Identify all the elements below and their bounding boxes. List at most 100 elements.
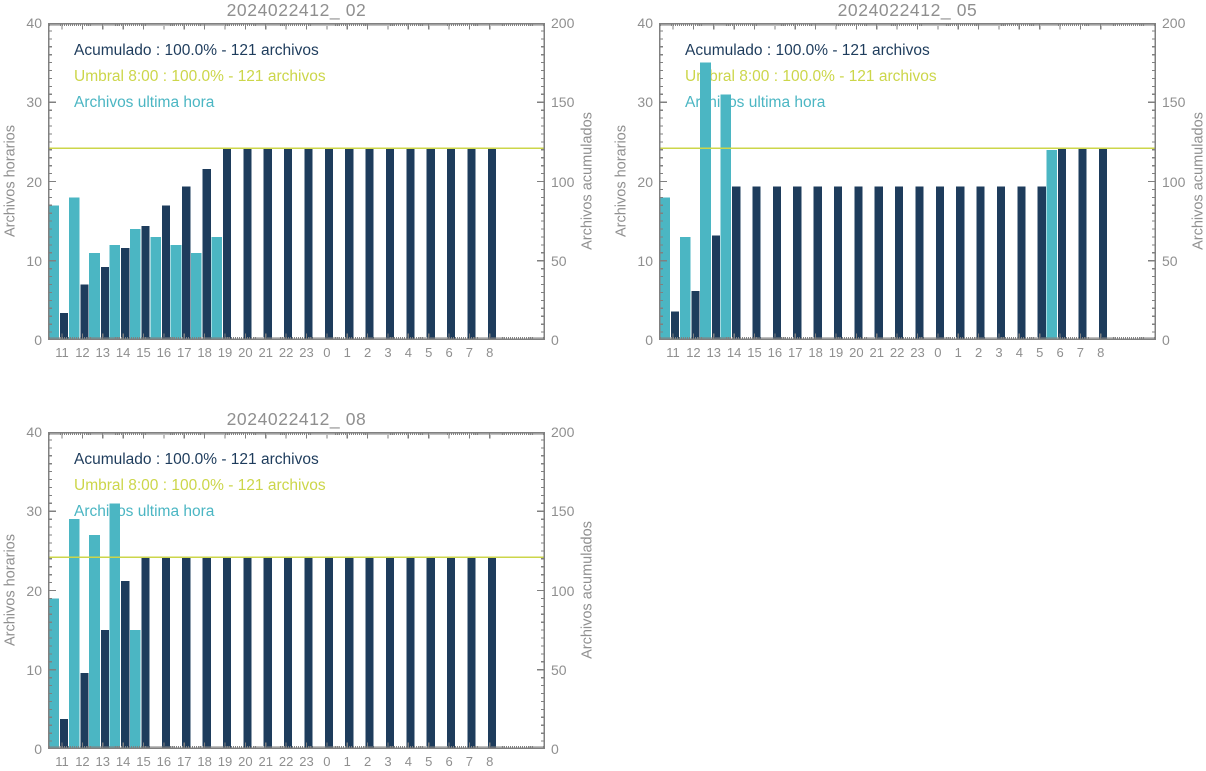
- x-tick-label: 0: [323, 754, 331, 769]
- legend-threshold: Umbral 8:00 : 100.0% - 121 archivos: [685, 68, 937, 85]
- bar-hourly: [109, 503, 121, 749]
- bar-accumulated: [365, 557, 374, 749]
- bar-accumulated: [161, 205, 171, 340]
- x-tick-label: 14: [726, 345, 742, 360]
- bar-accumulated: [915, 186, 924, 340]
- y-tick-label-right: 0: [551, 741, 559, 757]
- chart-panel-1: 2024022412_ 02 Acumulado : 100.0% - 121 …: [2, 0, 595, 360]
- bar-hourly: [700, 62, 711, 341]
- x-tick-label: 12: [75, 345, 90, 360]
- plot-frame: [47, 431, 546, 750]
- bar-accumulated: [487, 148, 496, 340]
- y-tick-label-right: 100: [551, 173, 575, 190]
- x-tick-label: 13: [706, 345, 722, 360]
- x-tick-label: 3: [995, 345, 1003, 360]
- x-tick-label: 7: [465, 345, 474, 360]
- bar-accumulated: [141, 557, 150, 749]
- x-tick-label: 22: [278, 754, 294, 769]
- bar-accumulated: [304, 148, 313, 340]
- bar-hourly: [170, 244, 182, 340]
- x-tick-label: 5: [425, 754, 433, 769]
- x-tick-label: 8: [486, 754, 494, 769]
- x-tick-label: 1: [343, 345, 351, 360]
- x-tick-label: 6: [1056, 345, 1064, 360]
- y-tick-label-right: 200: [1162, 15, 1186, 31]
- x-tick-label: 2: [363, 754, 372, 769]
- bar-hourly: [720, 94, 732, 340]
- legend-accumulated: Acumulado : 100.0% - 121 archivos: [685, 42, 930, 59]
- bar-accumulated: [1098, 148, 1107, 340]
- bar-accumulated: [345, 148, 354, 340]
- bar-accumulated: [385, 557, 395, 749]
- x-tick-label: 3: [384, 345, 392, 360]
- plot-area: [658, 22, 1157, 341]
- bar-hourly: [1046, 149, 1058, 340]
- x-tick-label: 21: [258, 754, 273, 769]
- bar-accumulated: [406, 557, 415, 749]
- x-tick-label: 19: [217, 345, 233, 360]
- bar-accumulated: [467, 557, 476, 749]
- x-tick-label: 16: [156, 345, 172, 360]
- x-tick-label: 5: [425, 345, 433, 360]
- bar-accumulated: [1058, 148, 1067, 340]
- x-tick-label: 8: [486, 345, 494, 360]
- bar-accumulated: [447, 557, 456, 749]
- x-tick-label: 19: [828, 345, 844, 360]
- bar-hourly: [109, 244, 121, 340]
- bar-accumulated: [80, 672, 89, 749]
- y-tick-label-left: 10: [637, 252, 653, 269]
- legend-hourly: Archivos ultima hora: [74, 503, 215, 520]
- x-tick-label: 21: [258, 345, 273, 360]
- chart-legend: Acumulado : 100.0% - 121 archivos Umbral…: [74, 447, 326, 525]
- bar-accumulated: [263, 148, 272, 340]
- bar-accumulated: [426, 557, 435, 749]
- legend-accumulated: Acumulado : 100.0% - 121 archivos: [74, 451, 319, 468]
- bar-hourly: [48, 598, 60, 749]
- bar-accumulated: [100, 630, 109, 750]
- x-tick-label: 2: [974, 345, 983, 360]
- bar-hourly: [89, 252, 100, 340]
- bar-accumulated: [243, 557, 252, 749]
- y-tick-label-right: 150: [551, 503, 575, 520]
- x-tick-label: 19: [217, 754, 233, 769]
- bar-hourly: [191, 252, 202, 340]
- bar-accumulated: [467, 148, 476, 340]
- y-tick-label-left: 20: [26, 173, 42, 190]
- x-tick-label: 6: [445, 754, 453, 769]
- bar-accumulated: [60, 718, 69, 749]
- x-tick-label: 22: [889, 345, 905, 360]
- bar-accumulated: [304, 557, 313, 749]
- x-tick-label: 4: [404, 754, 412, 769]
- bar-accumulated: [243, 148, 252, 340]
- plot-frame: [47, 22, 546, 341]
- bar-accumulated: [202, 557, 211, 749]
- bar-hourly: [679, 236, 691, 340]
- bar-accumulated: [813, 186, 822, 340]
- bar-hourly: [659, 197, 671, 340]
- bar-accumulated: [895, 186, 904, 340]
- x-tick-label: 20: [849, 345, 864, 360]
- bar-accumulated: [976, 186, 985, 340]
- y-tick-label-left: 30: [637, 94, 653, 111]
- bar-hourly: [129, 229, 141, 340]
- bar-accumulated: [324, 148, 333, 340]
- chart-panel-2: 2024022412_ 05 Acumulado : 100.0% - 121 …: [613, 0, 1206, 360]
- x-tick-label: 17: [177, 345, 192, 360]
- bar-accumulated: [202, 168, 211, 340]
- bar-accumulated: [324, 557, 333, 749]
- bar-accumulated: [752, 186, 761, 340]
- y-tick-label-left: 40: [637, 15, 653, 31]
- x-tick-label: 13: [95, 754, 111, 769]
- bar-accumulated: [1037, 186, 1046, 340]
- bar-hourly: [150, 236, 161, 340]
- chart-legend: Acumulado : 100.0% - 121 archivos Umbral…: [74, 38, 326, 116]
- y-tick-label-right: 100: [1162, 173, 1186, 190]
- x-tick-label: 15: [747, 345, 762, 360]
- bar-accumulated: [284, 557, 293, 749]
- y-tick-label-left: 0: [645, 332, 653, 348]
- bar-accumulated: [1078, 148, 1087, 340]
- legend-hourly: Archivos ultima hora: [74, 94, 215, 111]
- x-tick-label: 1: [343, 754, 351, 769]
- x-tick-label: 7: [465, 754, 474, 769]
- x-tick-label: 18: [197, 345, 212, 360]
